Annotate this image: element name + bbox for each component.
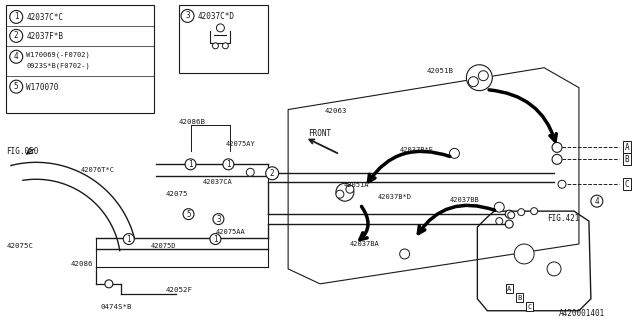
Text: 42051B: 42051B [427,68,454,74]
Text: 42037F*B: 42037F*B [26,32,63,41]
Circle shape [336,183,354,201]
Text: FIG.421: FIG.421 [547,214,579,223]
Text: 42063: 42063 [325,108,348,114]
Circle shape [558,180,566,188]
Bar [6,5,154,113]
Text: FRONT: FRONT [308,130,332,139]
Circle shape [183,209,194,220]
Text: 0923S*B(F0702-): 0923S*B(F0702-) [26,63,90,69]
Circle shape [185,159,196,170]
Text: 42051A: 42051A [344,182,369,188]
Text: C: C [527,304,531,310]
Circle shape [10,29,22,42]
Circle shape [547,262,561,276]
Text: 42037B*E: 42037B*E [399,148,434,153]
Text: 3: 3 [185,12,190,20]
Circle shape [552,154,562,164]
Circle shape [552,142,562,152]
Circle shape [223,159,234,170]
Text: 42075D: 42075D [150,243,176,249]
Text: 1: 1 [14,12,19,21]
Circle shape [266,167,278,180]
Circle shape [10,11,22,23]
Circle shape [505,220,513,228]
Text: 42037B*D: 42037B*D [378,194,412,200]
Text: 42075C: 42075C [6,243,33,249]
Text: 42086: 42086 [71,261,93,267]
Text: 42076T*C: 42076T*C [81,167,115,173]
Circle shape [222,43,228,49]
Circle shape [246,168,254,176]
Circle shape [468,77,478,87]
Circle shape [10,80,22,93]
Text: 0474S*B: 0474S*B [101,304,132,310]
Text: 42037BA: 42037BA [350,241,380,247]
Text: A420001401: A420001401 [559,309,605,318]
Circle shape [467,65,492,91]
Circle shape [10,50,22,63]
Text: 4: 4 [14,52,19,61]
Circle shape [212,43,218,49]
Text: 42075: 42075 [166,191,188,197]
Text: 42037BB: 42037BB [449,197,479,203]
Text: 42037C*D: 42037C*D [198,12,234,21]
Circle shape [449,148,460,158]
Circle shape [210,234,221,244]
Circle shape [478,71,488,81]
Text: 5: 5 [14,82,19,91]
Text: B: B [625,155,629,164]
Circle shape [514,244,534,264]
Circle shape [494,202,504,212]
Text: 2: 2 [14,31,19,40]
Circle shape [505,210,513,218]
Text: 3: 3 [216,215,221,224]
Circle shape [399,249,410,259]
Circle shape [508,212,515,219]
Text: 1: 1 [226,160,230,169]
Circle shape [496,218,503,225]
Text: 42052F: 42052F [166,287,193,293]
Circle shape [346,185,354,193]
Text: W170069(-F0702): W170069(-F0702) [26,52,90,58]
Text: C: C [625,180,629,189]
Text: 42075AY: 42075AY [225,141,255,148]
Circle shape [216,24,225,32]
Text: 2: 2 [270,169,275,178]
Text: 1: 1 [188,160,193,169]
Text: 1: 1 [213,235,218,244]
Text: 42086B: 42086B [179,118,205,124]
Text: FIG.050: FIG.050 [6,148,38,156]
Circle shape [531,208,538,215]
Text: 1: 1 [127,235,131,244]
Text: 4: 4 [595,197,599,206]
Text: A: A [625,143,629,152]
Circle shape [591,195,603,207]
Text: 5: 5 [186,210,191,219]
Text: A: A [507,286,511,292]
Circle shape [336,190,344,198]
Circle shape [518,209,525,216]
Text: 42037CA: 42037CA [202,179,232,185]
Circle shape [181,10,194,22]
Circle shape [213,214,224,225]
Text: 42075AA: 42075AA [216,229,245,235]
Text: W170070: W170070 [26,83,59,92]
Bar [179,5,268,73]
Circle shape [105,280,113,288]
Text: B: B [517,295,522,301]
Text: 42037C*C: 42037C*C [26,13,63,22]
Circle shape [124,234,134,244]
